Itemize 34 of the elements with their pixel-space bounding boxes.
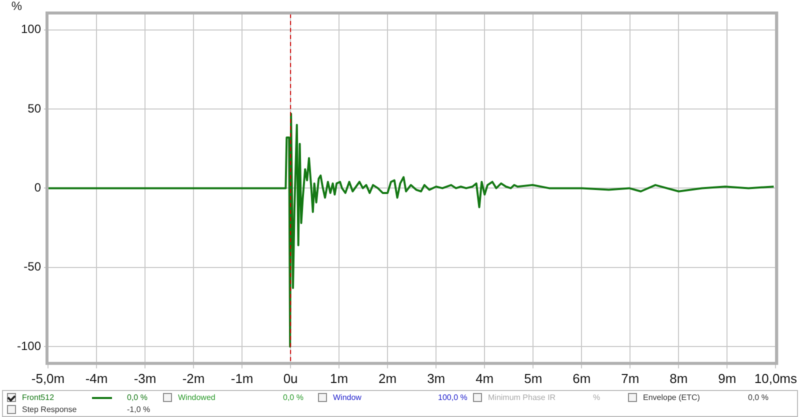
x-tick-label: 5m bbox=[524, 370, 542, 386]
text: Windowed bbox=[178, 393, 216, 402]
x-tick-label: 4m bbox=[476, 370, 494, 386]
text: Minimum Phase IR bbox=[488, 393, 556, 402]
x-tick-label: 6m bbox=[572, 370, 591, 386]
x-tick-label: 7m bbox=[621, 370, 640, 386]
x-tick-label: -1m bbox=[230, 370, 254, 386]
text: 100,0 % bbox=[438, 393, 468, 402]
y-tick-label: 100 bbox=[20, 22, 42, 36]
y-tick-label: -100 bbox=[16, 338, 42, 353]
text: Window bbox=[333, 393, 362, 402]
x-tick-label: -5,0m bbox=[31, 370, 65, 386]
x-tick-label: 3m bbox=[427, 370, 446, 386]
y-axis-title: % bbox=[11, 0, 22, 13]
text: 0,0 % bbox=[127, 393, 148, 402]
text: -1,0 % bbox=[127, 405, 150, 414]
text: Front512 bbox=[22, 393, 54, 402]
text: Step Response bbox=[22, 405, 77, 414]
text: 0,0 % bbox=[283, 393, 304, 402]
x-tick-label: 10,0ms bbox=[754, 370, 798, 386]
x-tick-label: -4m bbox=[85, 370, 108, 386]
x-tick-label: 9m bbox=[718, 370, 736, 386]
y-tick-label: 50 bbox=[28, 101, 42, 116]
y-tick-label: -50 bbox=[24, 260, 42, 274]
x-tick-label: -3m bbox=[134, 370, 156, 386]
y-tick-label: 0 bbox=[34, 180, 42, 195]
text: % bbox=[593, 393, 600, 402]
x-tick-label: 1m bbox=[330, 370, 348, 386]
x-tick-label: 8m bbox=[670, 370, 688, 386]
text: Envelope (ETC) bbox=[643, 393, 700, 402]
x-tick-label: 2m bbox=[378, 370, 397, 386]
x-tick-label: -2m bbox=[182, 370, 205, 386]
x-tick-label: 0u bbox=[283, 370, 298, 386]
text: 0,0 % bbox=[748, 393, 768, 402]
